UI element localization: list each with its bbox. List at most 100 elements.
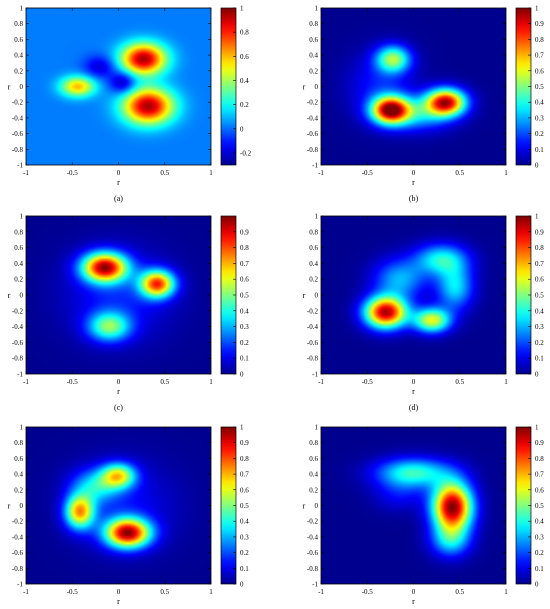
- colorbar-tick-label: 0.8: [535, 36, 544, 44]
- panel-c: -1 -0.5 0 0.5 1 1 0.8 0.6 0.4 0.2 0 -0.2 -0.4 -0.6 -0.…: [8, 213, 250, 413]
- colorbar-tick-label: 0.2: [240, 339, 249, 347]
- colorbar-tick-label: 1: [240, 424, 244, 432]
- colorbar-tick-label: 0.8: [240, 455, 249, 463]
- y-axis-label: r: [8, 291, 11, 300]
- y-tick-label: -0.4: [12, 323, 24, 331]
- colorbar-tick-label: 0.8: [535, 244, 544, 252]
- colorbar-tick-label: 0.3: [240, 323, 249, 331]
- panel-caption: (c): [114, 403, 123, 412]
- heatmap-image: [26, 216, 211, 374]
- y-tick-label: 0.8: [309, 439, 318, 447]
- colorbar-tick-label: 0.2: [535, 339, 544, 347]
- y-tick-label: -0.2: [12, 307, 24, 315]
- x-axis-label: r: [117, 597, 120, 606]
- colorbar-tick-label: 0: [240, 371, 244, 379]
- y-tick-label: 1: [315, 213, 319, 221]
- heatmap-image: [26, 427, 211, 584]
- heatmap-image: [26, 8, 211, 165]
- y-tick-label: 0.4: [309, 260, 318, 268]
- colorbar: 1 0.9 0.8 0.7 0.6 0.5 0.4 0.3 0.2 0.1 0: [515, 5, 544, 170]
- colorbar-tick-label: 0.3: [535, 114, 544, 122]
- y-tick-label: -1: [312, 162, 318, 170]
- x-tick-label: 0: [412, 588, 416, 596]
- x-tick-label: -1: [318, 378, 324, 386]
- colorbar-tick-label: 0.4: [535, 307, 544, 315]
- x-tick-label: 0.5: [160, 588, 169, 596]
- colorbar-tick-label: 0: [240, 125, 244, 133]
- y-tick-label: -1: [312, 581, 318, 589]
- colorbar-tick-label: 1: [535, 424, 539, 432]
- colorbar-tick-label: 0: [240, 581, 244, 589]
- y-tick-label: 0.2: [309, 276, 318, 284]
- y-tick-label: -0.6: [307, 549, 319, 557]
- x-tick-label: 0.5: [160, 169, 169, 177]
- colorbar-tick-label: 0.4: [535, 99, 544, 107]
- y-tick-label: -0.8: [12, 565, 24, 573]
- y-tick-label: 0.6: [14, 36, 23, 44]
- y-tick-label: -0.6: [12, 130, 24, 138]
- y-tick-label: 0: [315, 292, 319, 300]
- colorbar: 1 0.8 0.6 0.4 0.2 0 -0.2: [220, 5, 252, 166]
- y-tick-label: -0.4: [12, 114, 24, 122]
- colorbar-tick-label: 0.5: [240, 292, 249, 300]
- colorbar-tick-label: 0.8: [535, 455, 544, 463]
- x-tick-label: 0.5: [455, 169, 464, 177]
- colorbar-tick-label: 1: [535, 5, 539, 13]
- panel-caption: (a): [114, 194, 123, 203]
- y-tick-label: -0.2: [307, 518, 319, 526]
- y-tick-label: -1: [312, 371, 318, 379]
- x-tick-label: -1: [23, 169, 29, 177]
- y-tick-label: 0.8: [14, 228, 23, 236]
- y-tick-label: 0.2: [309, 67, 318, 75]
- y-tick-label: -0.8: [307, 146, 319, 154]
- y-tick-label: 1: [20, 424, 24, 432]
- x-tick-label: 0: [412, 169, 416, 177]
- x-tick-label: 1: [504, 378, 508, 386]
- x-tick-label: -0.5: [362, 169, 374, 177]
- y-tick-label: -0.2: [12, 99, 24, 107]
- y-tick-label: 0.4: [14, 260, 23, 268]
- colorbar-tick-label: 0: [535, 162, 539, 170]
- colorbar-tick-label: 0.6: [535, 276, 544, 284]
- y-tick-label: 0.2: [14, 67, 23, 75]
- colorbar-tick-label: 0: [535, 581, 539, 589]
- y-tick-label: 0: [315, 502, 319, 510]
- y-tick-label: 0.4: [309, 52, 318, 60]
- colorbar-tick-label: 0.2: [535, 549, 544, 557]
- x-tick-label: -0.5: [67, 588, 79, 596]
- colorbar-tick-label: 0.6: [240, 53, 249, 61]
- y-tick-label: -1: [17, 371, 23, 379]
- colorbar-tick-label: 0.1: [535, 355, 544, 363]
- colorbar-tick-label: 1: [535, 213, 539, 221]
- y-axis-label: r: [303, 83, 306, 92]
- colorbar-tick-label: 1: [240, 5, 244, 13]
- colorbar-tick-label: 0.3: [240, 533, 249, 541]
- x-tick-label: -1: [318, 588, 324, 596]
- x-axis-label: r: [412, 178, 415, 187]
- x-axis-label: r: [412, 387, 415, 396]
- y-tick-label: 0.8: [309, 20, 318, 28]
- y-tick-label: -0.6: [12, 339, 24, 347]
- x-axis-label: r: [412, 597, 415, 606]
- colorbar-tick-label: 0.3: [535, 533, 544, 541]
- x-tick-label: 0: [117, 378, 121, 386]
- y-tick-label: -0.6: [307, 339, 319, 347]
- colorbar-tick-label: 0.4: [240, 77, 249, 85]
- y-tick-label: 0: [20, 83, 24, 91]
- colorbar-tick-label: 0.7: [240, 260, 249, 268]
- y-tick-label: 0.8: [14, 439, 23, 447]
- y-tick-label: -0.2: [307, 307, 319, 315]
- colorbar-tick-label: 0.5: [535, 292, 544, 300]
- x-tick-label: 0: [412, 378, 416, 386]
- colorbar-tick-label: 0.4: [240, 307, 249, 315]
- y-tick-label: -0.2: [12, 518, 24, 526]
- x-tick-label: -0.5: [362, 588, 374, 596]
- colorbar-tick-label: 0.6: [240, 276, 249, 284]
- y-tick-label: -0.6: [307, 130, 319, 138]
- colorbar-tick-label: 0.1: [240, 565, 249, 573]
- colorbar-tick-label: 0.8: [240, 244, 249, 252]
- y-tick-label: 0.6: [309, 244, 318, 252]
- y-tick-label: 0.6: [14, 244, 23, 252]
- y-tick-label: -0.8: [307, 355, 319, 363]
